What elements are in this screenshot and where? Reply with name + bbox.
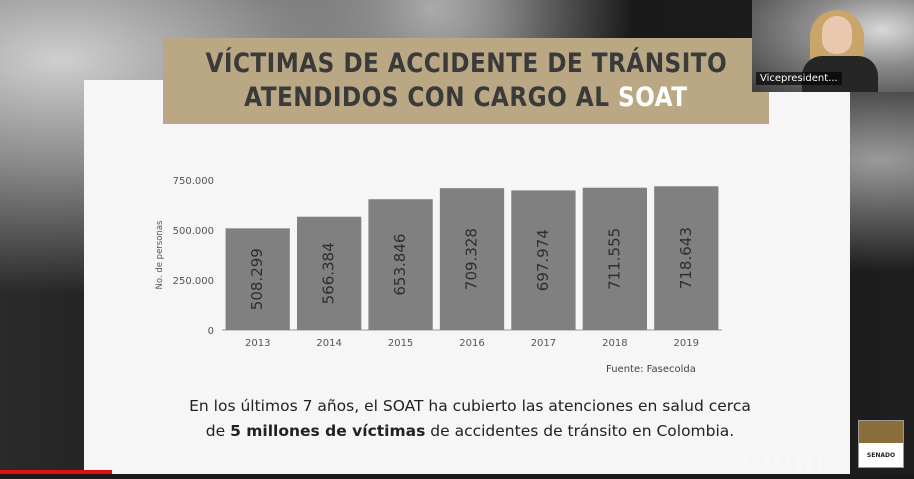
bar-value-label: 711.555 [605,228,623,290]
bar-value-label: 508.299 [248,248,266,310]
y-tick-label: 500.000 [173,226,214,237]
title-line-2-text: ATENDIDOS CON CARGO AL [244,82,619,113]
caption-line-2: de 5 millones de víctimas de accidentes … [120,419,820,444]
x-tick-label: 2016 [459,338,484,349]
x-tick-label: 2013 [245,338,270,349]
y-axis-label: No. de personas [155,220,165,289]
bar-chart: No. de personas 0 250.000 500.000 750.000 508… [150,170,740,380]
bar [297,216,362,330]
bar [582,187,647,330]
zoom-watermark: zoom [732,444,826,479]
x-tick-label: 2014 [316,338,341,349]
bar [225,228,290,330]
y-tick-label: 750.000 [173,176,214,187]
bar [654,186,719,330]
senado-logo-emblem [859,421,903,443]
caption-pre: de [205,422,231,440]
x-tick-label: 2017 [531,338,556,349]
title-line-2: ATENDIDOS CON CARGO AL SOAT [244,81,687,115]
bar [439,188,505,330]
caption-bold: 5 millones de víctimas [230,422,426,440]
slide-title: VÍCTIMAS DE ACCIDENTE DE TRÁNSITO ATENDI… [163,38,769,124]
bar-value-label: 697.974 [534,229,552,291]
bar-value-label: 566.384 [320,242,338,304]
senado-logo: SENADO [858,420,904,468]
source-note: Fuente: Fasecolda [606,364,696,375]
bar [511,190,576,330]
x-tick-label: 2018 [602,338,627,349]
x-tick-label: 2019 [674,338,699,349]
bar-value-label: 718.643 [677,227,695,289]
x-tick-label: 2015 [388,338,413,349]
caption: En los últimos 7 años, el SOAT ha cubier… [120,394,820,444]
bar [368,199,433,330]
title-accent: SOAT [618,82,688,113]
bar-value-label: 709.328 [463,228,481,290]
bar-value-label: 653.846 [391,234,409,296]
y-tick-label: 250.000 [173,276,214,287]
title-line-1: VÍCTIMAS DE ACCIDENTE DE TRÁNSITO [205,48,727,79]
participant-face [822,16,852,54]
senado-logo-label: SENADO [866,452,896,459]
caption-post: de accidentes de tránsito en Colombia. [425,422,735,440]
progress-indicator [0,470,112,474]
y-tick-label: 0 [208,326,214,337]
caption-line-1: En los últimos 7 años, el SOAT ha cubier… [189,397,751,415]
participant-name: Vicepresident... [756,72,842,85]
chart-svg: No. de personas 0 250.000 500.000 750.000 508… [155,176,722,349]
